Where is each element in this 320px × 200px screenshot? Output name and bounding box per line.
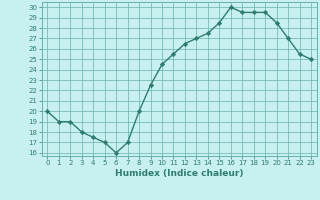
X-axis label: Humidex (Indice chaleur): Humidex (Indice chaleur) [115,169,244,178]
